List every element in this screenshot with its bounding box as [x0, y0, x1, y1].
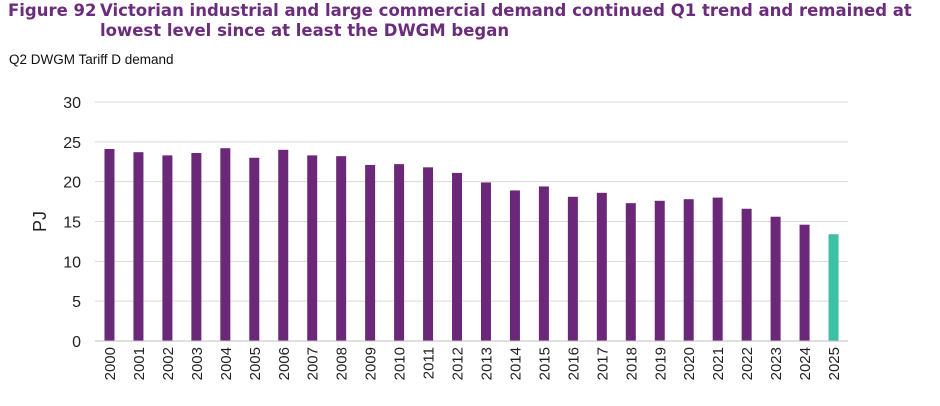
bar-2007 — [307, 155, 318, 341]
bar-2003 — [191, 152, 202, 341]
bar-2023 — [770, 216, 781, 341]
bar-2009 — [365, 164, 376, 341]
bar-2020 — [683, 199, 694, 341]
y-tick-label: 25 — [63, 135, 81, 152]
bar-2002 — [162, 155, 173, 341]
x-tick-label: 2005 — [247, 347, 264, 380]
x-tick-label: 2007 — [305, 347, 322, 380]
y-tick-label: 5 — [72, 294, 81, 311]
bar-2005 — [249, 157, 260, 341]
bar-2006 — [278, 149, 289, 341]
y-tick-label: 20 — [63, 175, 81, 192]
x-tick-label: 2003 — [189, 347, 206, 380]
bar-2013 — [480, 182, 491, 341]
bar-2012 — [452, 172, 463, 341]
bar-2011 — [423, 167, 434, 341]
y-tick-label: 0 — [72, 334, 81, 351]
bar-2021 — [712, 197, 723, 341]
y-axis-label: PJ — [30, 211, 50, 232]
chart-title: Q2 DWGM Tariff D demand — [9, 52, 174, 67]
bars — [104, 148, 839, 341]
bar-2000 — [104, 149, 115, 341]
figure-title: Victorian industrial and large commercia… — [100, 1, 912, 40]
y-tick-label: 30 — [63, 95, 81, 112]
x-tick-label: 2015 — [536, 347, 553, 380]
x-tick-label: 2023 — [768, 347, 785, 380]
bar-2010 — [394, 164, 405, 341]
x-tick-label: 2002 — [160, 347, 177, 380]
x-tick-label: 2009 — [363, 347, 380, 380]
x-tick-label: 2016 — [565, 347, 582, 380]
x-tick-label: 2022 — [739, 347, 756, 380]
x-tick-label: 2001 — [131, 347, 148, 380]
bar-2018 — [625, 203, 636, 341]
x-tick-label: 2021 — [710, 347, 727, 380]
bar-2022 — [741, 208, 752, 341]
bar-2025 — [828, 234, 839, 341]
bar-2024 — [799, 224, 810, 341]
bar-2008 — [336, 156, 347, 341]
x-tick-label: 2004 — [218, 347, 235, 380]
bar-2004 — [220, 148, 231, 341]
x-tick-label: 2010 — [392, 347, 409, 380]
y-tick-label: 10 — [63, 254, 81, 271]
x-tick-label: 2024 — [797, 347, 814, 380]
x-tick-label: 2020 — [681, 347, 698, 380]
y-tick-label: 15 — [63, 215, 81, 232]
x-tick-label: 2017 — [594, 347, 611, 380]
bar-2014 — [509, 190, 520, 341]
x-tick-label: 2025 — [826, 347, 843, 380]
bar-2019 — [654, 200, 665, 341]
bar-2001 — [133, 152, 144, 341]
bar-2015 — [538, 186, 549, 341]
x-tick-label: 2019 — [652, 347, 669, 380]
x-tick-label: 2006 — [276, 347, 293, 380]
figure-label: Figure 92 — [8, 1, 97, 20]
y-axis-ticks: 0 5 10 15 20 25 30 — [63, 95, 81, 351]
x-tick-label: 2012 — [450, 347, 467, 380]
x-tick-label: 2014 — [507, 347, 524, 380]
x-axis-ticks: 2000 2001 2002 2003 2004 2005 2006 2007 2008 2009… — [102, 347, 843, 380]
x-tick-label: 2011 — [421, 347, 438, 379]
x-tick-label: 2018 — [623, 347, 640, 380]
bar-2017 — [596, 192, 607, 341]
bar-2016 — [567, 196, 578, 341]
gridlines — [95, 101, 848, 302]
x-tick-label: 2008 — [334, 347, 351, 380]
x-tick-label: 2013 — [478, 347, 495, 380]
x-tick-label: 2000 — [102, 347, 119, 380]
